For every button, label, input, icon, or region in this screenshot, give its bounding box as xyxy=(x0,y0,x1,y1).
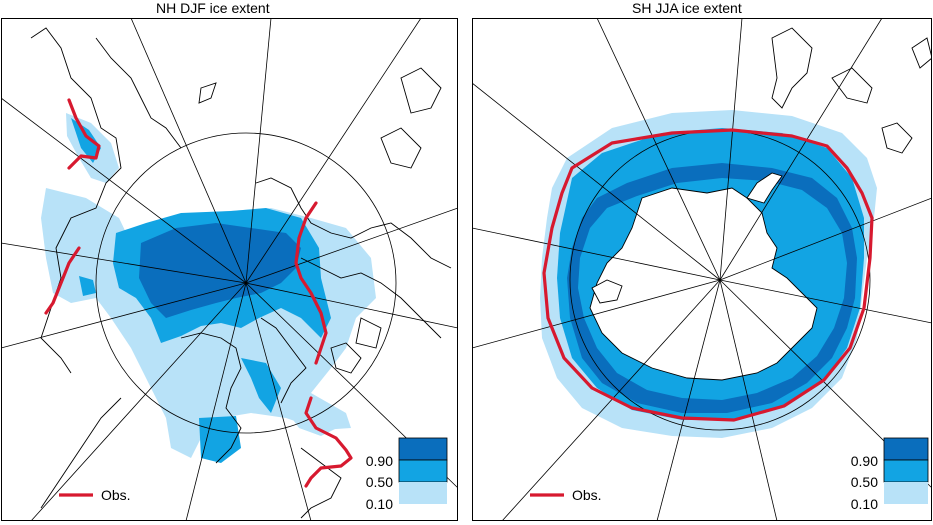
nh-legend-label-010: 0.10 xyxy=(366,496,393,512)
nh-legend-swatch-050 xyxy=(398,459,448,483)
sh-graticule xyxy=(472,18,932,521)
sh-legend-label-090: 0.90 xyxy=(851,453,878,469)
sh-observed-ice-edge xyxy=(542,128,874,422)
nh-legend: 0.90 0.50 0.10 xyxy=(366,437,448,512)
sh-panel-title: SH JJA ice extent xyxy=(632,0,742,16)
sh-coastlines xyxy=(771,27,932,154)
sh-obs-key-label: Obs. xyxy=(572,487,602,503)
sh-legend-swatch-010 xyxy=(884,482,928,504)
sh-legend: 0.90 0.50 0.10 xyxy=(851,437,929,512)
nh-obs-key-label: Obs. xyxy=(101,487,131,503)
sh-legend-label-010: 0.10 xyxy=(851,496,878,512)
nh-obs-key: Obs. xyxy=(59,487,131,503)
nh-observed-ice-edge xyxy=(44,98,353,488)
nh-map: 0.90 0.50 0.10 Obs. xyxy=(1,18,458,521)
nh-legend-swatch-010 xyxy=(399,482,447,504)
nh-legend-swatch-090 xyxy=(398,437,448,461)
nh-graticule xyxy=(1,18,458,521)
nh-panel-title: NH DJF ice extent xyxy=(156,0,270,16)
sh-antarctic-peninsula xyxy=(746,172,783,204)
sh-legend-swatch-050 xyxy=(883,459,929,483)
nh-legend-label-050: 0.50 xyxy=(366,474,393,490)
sh-legend-label-050: 0.50 xyxy=(851,474,878,490)
nh-legend-label-090: 0.90 xyxy=(366,453,393,469)
sh-antarctica-landmass xyxy=(589,187,818,381)
nh-coastlines xyxy=(30,27,452,519)
sh-legend-swatch-090 xyxy=(883,437,929,461)
sh-obs-key: Obs. xyxy=(530,487,602,503)
sh-ross-ice-shelf xyxy=(591,279,623,304)
nh-ice-high-region xyxy=(139,223,301,318)
sh-map: 0.90 0.50 0.10 Obs. xyxy=(472,18,932,521)
